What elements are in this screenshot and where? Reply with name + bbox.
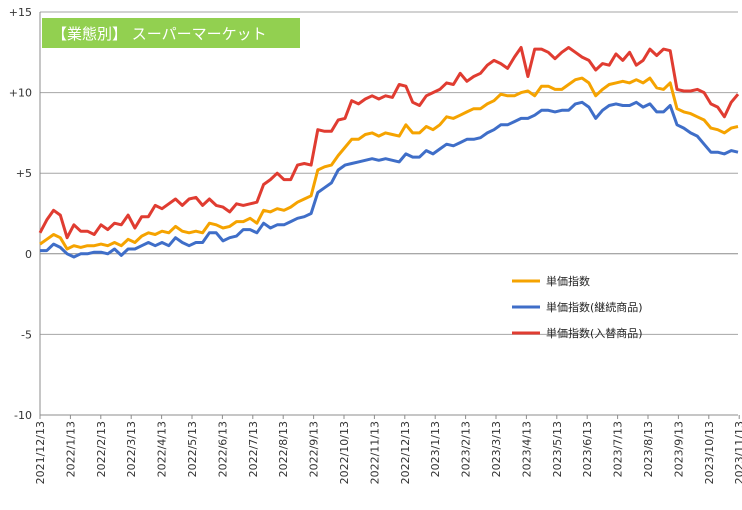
y-tick-label: +15	[9, 6, 32, 19]
chart-title: 【業態別】 スーパーマーケット	[42, 18, 300, 48]
legend-label: 単価指数(入替商品)	[546, 326, 643, 340]
x-tick-label: 2023/9/13	[672, 421, 685, 477]
x-tick-label: 2023/10/13	[703, 421, 716, 484]
legend-label: 単価指数(継続商品)	[546, 300, 643, 314]
y-tick-label: +10	[9, 87, 32, 100]
x-tick-label: 2023/6/13	[581, 421, 594, 477]
x-tick-label: 2022/8/13	[277, 421, 290, 477]
axes	[39, 12, 738, 416]
x-tick-label: 2023/4/13	[520, 421, 533, 477]
x-tick-labels: 2021/12/13 2022/1/13 2022/2/13 2022/3/13 202…	[34, 415, 742, 484]
x-tick-label: 2023/3/13	[490, 421, 503, 477]
legend-label: 単価指数	[546, 274, 590, 288]
chart-title-text: 【業態別】 スーパーマーケット	[52, 25, 267, 43]
x-tick-label: 2022/2/13	[95, 421, 108, 477]
series-line-2	[38, 46, 740, 240]
series-line-0	[39, 76, 739, 251]
x-tick-label: 2022/1/13	[64, 421, 77, 477]
x-tick-label: 2022/9/13	[308, 421, 321, 477]
legend-item-continuing-products: 単価指数(継続商品)	[512, 300, 643, 314]
x-tick-label: 2022/7/13	[247, 421, 260, 477]
y-tick-labels: -10 -5 0 +5 +10 +15	[9, 6, 32, 422]
y-tick-label: +5	[16, 167, 32, 180]
x-tick-label: 2023/5/13	[551, 421, 564, 477]
legend-item-unit-price-index: 単価指数	[512, 274, 590, 288]
x-tick-label: 2023/2/13	[460, 421, 473, 477]
y-tick-label: -10	[14, 409, 32, 422]
x-tick-label: 2022/11/13	[368, 421, 381, 484]
series-lines	[38, 46, 740, 259]
y-tick-label: 0	[25, 248, 32, 261]
x-tick-label: 2021/12/13	[34, 421, 47, 484]
legend-item-replacement-products: 単価指数(入替商品)	[512, 326, 643, 340]
chart-title-background	[42, 18, 300, 48]
y-tick-label: -5	[21, 328, 32, 341]
x-tick-label: 2023/8/13	[642, 421, 655, 477]
x-tick-label: 2022/6/13	[216, 421, 229, 477]
x-tick-label: 2023/11/13	[733, 421, 742, 484]
x-tick-label: 2023/1/13	[429, 421, 442, 477]
grid-lines	[40, 11, 738, 416]
x-tick-label: 2022/10/13	[338, 421, 351, 484]
x-tick-label: 2022/3/13	[125, 421, 138, 477]
x-tick-label: 2023/7/13	[612, 421, 625, 477]
x-tick-label: 2022/5/13	[186, 421, 199, 477]
series-line-1	[40, 100, 739, 259]
legend: 単価指数 単価指数(継続商品) 単価指数(入替商品)	[512, 274, 643, 340]
x-tick-label: 2022/12/13	[399, 421, 412, 484]
x-tick-label: 2022/4/13	[156, 421, 169, 477]
